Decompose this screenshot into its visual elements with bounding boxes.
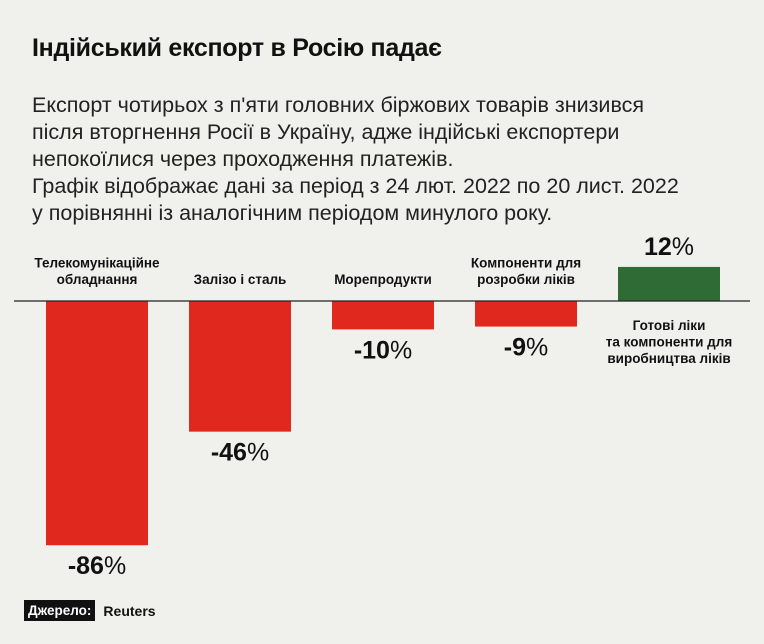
bar bbox=[332, 301, 434, 330]
subtitle-line: після вторгнення Росії в Україну, адже і… bbox=[32, 120, 620, 144]
source-note: Джерело: Reuters bbox=[24, 600, 156, 621]
category-label: Компоненти для bbox=[471, 256, 581, 271]
chart-subtitle: Експорт чотирьох з п'яти головних біржов… bbox=[32, 92, 742, 227]
category-label: Телекомунікаційне bbox=[34, 256, 160, 271]
category-label: та компоненти для bbox=[606, 335, 732, 350]
category-label: виробництва ліків bbox=[607, 351, 730, 366]
category-label: Морепродукти bbox=[334, 272, 432, 287]
subtitle-line: у порівнянні із аналогічним періодом мин… bbox=[32, 201, 553, 225]
subtitle-line: Експорт чотирьох з п'яти головних біржов… bbox=[32, 93, 645, 117]
bar bbox=[475, 301, 577, 327]
value-label: -9% bbox=[504, 334, 548, 362]
category-label: Залізо і сталь bbox=[194, 272, 287, 287]
source-label: Джерело: bbox=[24, 600, 96, 621]
value-label: -46% bbox=[211, 439, 269, 467]
subtitle-line: непокоїлися через проходження платежів. bbox=[32, 147, 454, 171]
value-label: -86% bbox=[68, 552, 126, 580]
value-label: -10% bbox=[354, 336, 412, 364]
category-label: обладнання bbox=[57, 272, 138, 287]
bar bbox=[189, 301, 291, 432]
chart-title: Індійський експорт в Росію падає bbox=[32, 34, 442, 62]
bar bbox=[46, 301, 148, 546]
bar bbox=[618, 266, 720, 301]
category-label: розробки ліків bbox=[477, 272, 575, 287]
value-label: 12% bbox=[644, 233, 694, 261]
subtitle-line: Графік відображає дані за період з 24 лю… bbox=[32, 174, 679, 198]
category-label: Готові ліки bbox=[633, 318, 706, 333]
source-value: Reuters bbox=[103, 602, 156, 619]
